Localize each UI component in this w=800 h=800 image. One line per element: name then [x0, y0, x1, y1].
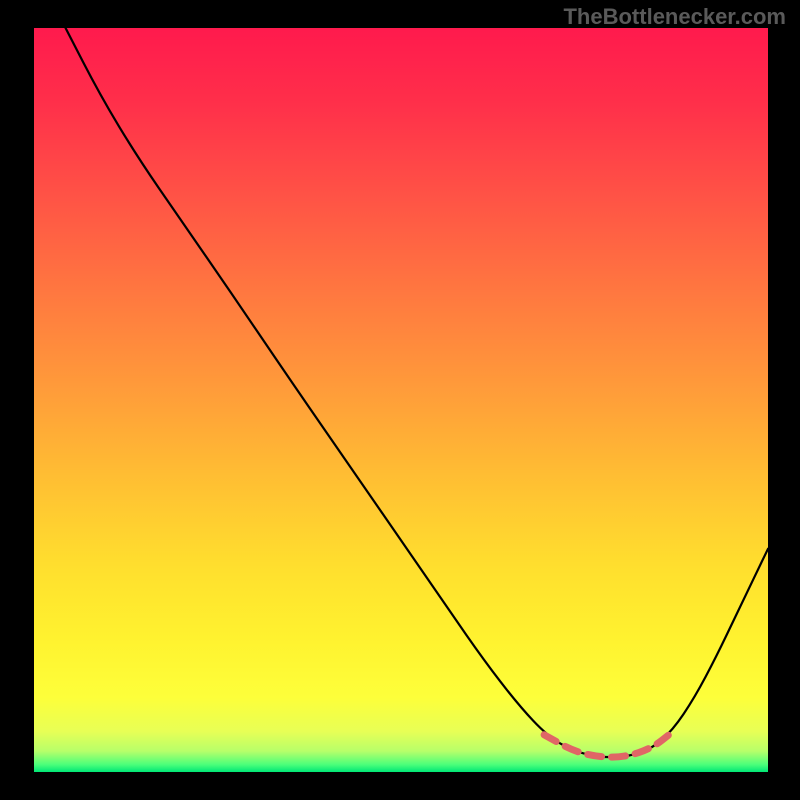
- plot-area: [34, 28, 768, 772]
- gradient-background: [34, 28, 768, 772]
- plot-svg: [34, 28, 768, 772]
- watermark-text: TheBottlenecker.com: [563, 4, 786, 30]
